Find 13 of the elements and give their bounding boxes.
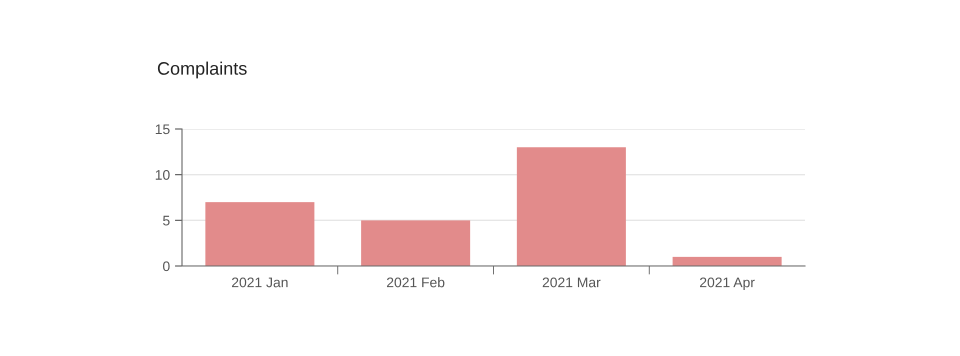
y-tick-label: 0 <box>163 261 170 272</box>
x-tick-label: 2021 Jan <box>232 277 288 288</box>
y-tick-label: 5 <box>163 216 170 226</box>
x-tick-label: 2021 Mar <box>542 277 600 288</box>
y-tick-label: 10 <box>156 170 170 180</box>
bar <box>361 220 470 266</box>
bar <box>516 147 626 266</box>
x-tick-label: 2021 Apr <box>700 277 755 290</box>
bar <box>205 202 314 266</box>
x-tick-label: 2021 Feb <box>386 277 444 288</box>
y-tick-label: 15 <box>156 124 170 134</box>
bar <box>672 256 782 266</box>
chart-title: Complaints <box>158 62 247 78</box>
